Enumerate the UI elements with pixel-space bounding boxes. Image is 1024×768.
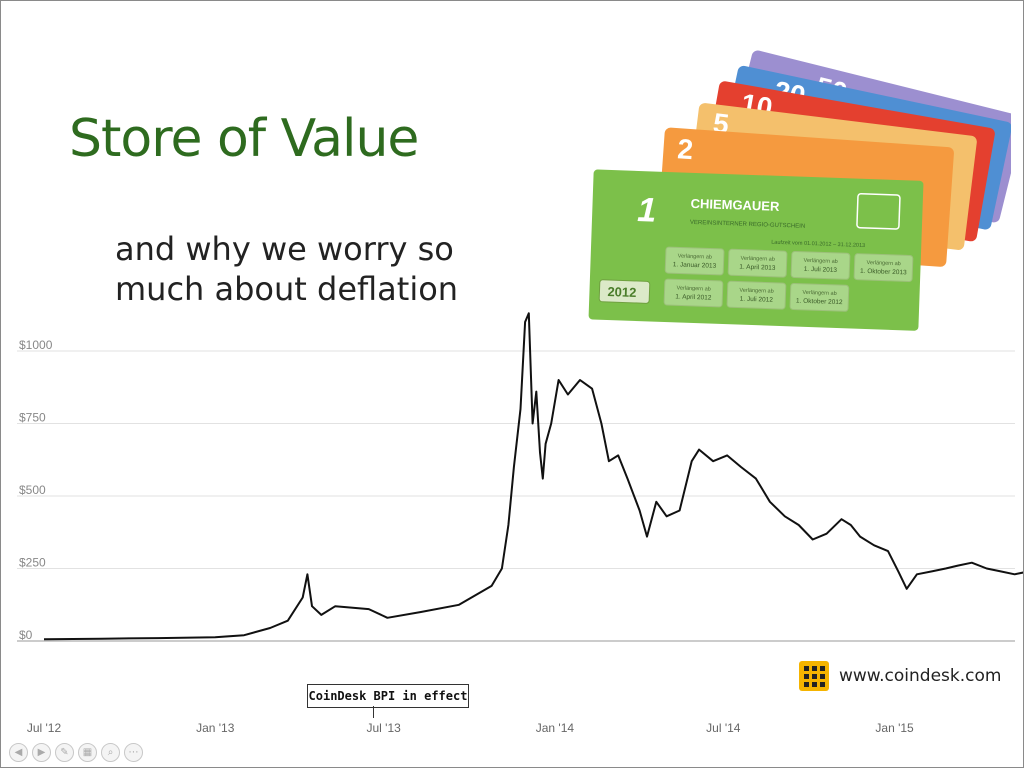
price-line bbox=[43, 312, 1023, 641]
chart-gridlines bbox=[17, 350, 1015, 642]
x-tick-label: Jan '15 bbox=[875, 721, 914, 735]
y-tick-label: $750 bbox=[19, 411, 46, 425]
banknote-emblem-icon bbox=[856, 193, 901, 230]
x-tick-label: Jul '13 bbox=[367, 721, 402, 735]
banknote-stamp-prefix: Verlängern ab bbox=[678, 253, 712, 260]
y-tick-label: $500 bbox=[19, 483, 46, 497]
more-options-icon[interactable]: ⋯ bbox=[124, 743, 143, 762]
banknote-2-value: 2 bbox=[676, 133, 694, 165]
banknote-stamp bbox=[663, 278, 724, 308]
coindesk-brand: www.coindesk.com bbox=[799, 661, 1001, 691]
x-axis-labels: Jul '12 Jan '13 Jul '13 Jan '14 Jul '14 Jan '… bbox=[27, 721, 914, 735]
slide-subtitle: and why we worry so much about deflation bbox=[115, 230, 459, 308]
banknote-stamp-date: 1. April 2012 bbox=[675, 293, 712, 301]
banknote-stamp-prefix: Verlängern ab bbox=[803, 258, 837, 265]
y-tick-label: $1000 bbox=[19, 338, 53, 352]
y-axis-labels: $0 $250 $500 $750 $1000 bbox=[19, 338, 53, 642]
banknote-stamp bbox=[727, 248, 788, 278]
banknote-stamp-date: 1. Juli 2012 bbox=[740, 296, 774, 304]
banknote-stamp-date: 1. Juli 2013 bbox=[804, 266, 838, 274]
banknote-stamp-date: 1. Oktober 2012 bbox=[796, 298, 843, 307]
x-tick-label: Jul '12 bbox=[27, 721, 62, 735]
banknote-1-value: 1 bbox=[637, 191, 657, 230]
x-tick-label: Jan '14 bbox=[536, 721, 575, 735]
banknote-subtitle: VEREINSINTERNER REGIO-GUTSCHEIN bbox=[690, 220, 805, 230]
banknote-stamp bbox=[853, 253, 914, 282]
banknote-stamp bbox=[790, 250, 851, 280]
banknote-stamp bbox=[726, 280, 787, 310]
bpi-annotation-tick bbox=[373, 706, 374, 718]
banknote-stamp-prefix: Verlängern ab bbox=[676, 285, 710, 292]
slides-icon[interactable]: ▦ bbox=[78, 743, 97, 762]
coindesk-url: www.coindesk.com bbox=[839, 666, 1002, 686]
y-tick-label: $250 bbox=[19, 556, 46, 570]
next-slide-icon[interactable]: ▶ bbox=[32, 743, 51, 762]
banknote-stamp-date: 1. Oktober 2013 bbox=[860, 268, 907, 277]
banknote-stamp bbox=[789, 282, 850, 312]
banknote-stamp-date: 1. April 2013 bbox=[739, 264, 776, 272]
banknote-stamp-prefix: Verlängern ab bbox=[740, 256, 774, 263]
banknote-year-box bbox=[598, 279, 651, 304]
banknote-stamp-prefix: Verlängern ab bbox=[802, 290, 836, 297]
coindesk-logo-icon bbox=[799, 661, 829, 691]
pen-icon[interactable]: ✎ bbox=[55, 743, 74, 762]
banknote-stamp-prefix: Verlängern ab bbox=[866, 260, 900, 267]
prev-slide-icon[interactable]: ◀ bbox=[9, 743, 28, 762]
banknote-stamp bbox=[664, 246, 725, 276]
slideshow-nav: ◀ ▶ ✎ ▦ ⌕ ⋯ bbox=[9, 743, 143, 762]
banknote-stamp-prefix: Verlängern ab bbox=[739, 288, 773, 295]
banknote-stamp-date: 1. Januar 2013 bbox=[673, 261, 717, 270]
x-tick-label: Jan '13 bbox=[196, 721, 235, 735]
x-tick-label: Jul '14 bbox=[706, 721, 741, 735]
banknotes-illustration: 50 20 10 5 2 1 CHIEMGAUER VER bbox=[588, 50, 1011, 331]
banknote-validity: Laufzeit vom 01.01.2012 – 31.12.2013 bbox=[771, 240, 865, 249]
banknote-year: 2012 bbox=[607, 284, 636, 300]
y-tick-label: $0 bbox=[19, 628, 33, 642]
bpi-annotation: CoinDesk BPI in effect bbox=[307, 684, 469, 708]
slide-title: Store of Value bbox=[69, 109, 419, 169]
banknote-label: CHIEMGAUER bbox=[690, 196, 780, 214]
zoom-icon[interactable]: ⌕ bbox=[101, 743, 120, 762]
